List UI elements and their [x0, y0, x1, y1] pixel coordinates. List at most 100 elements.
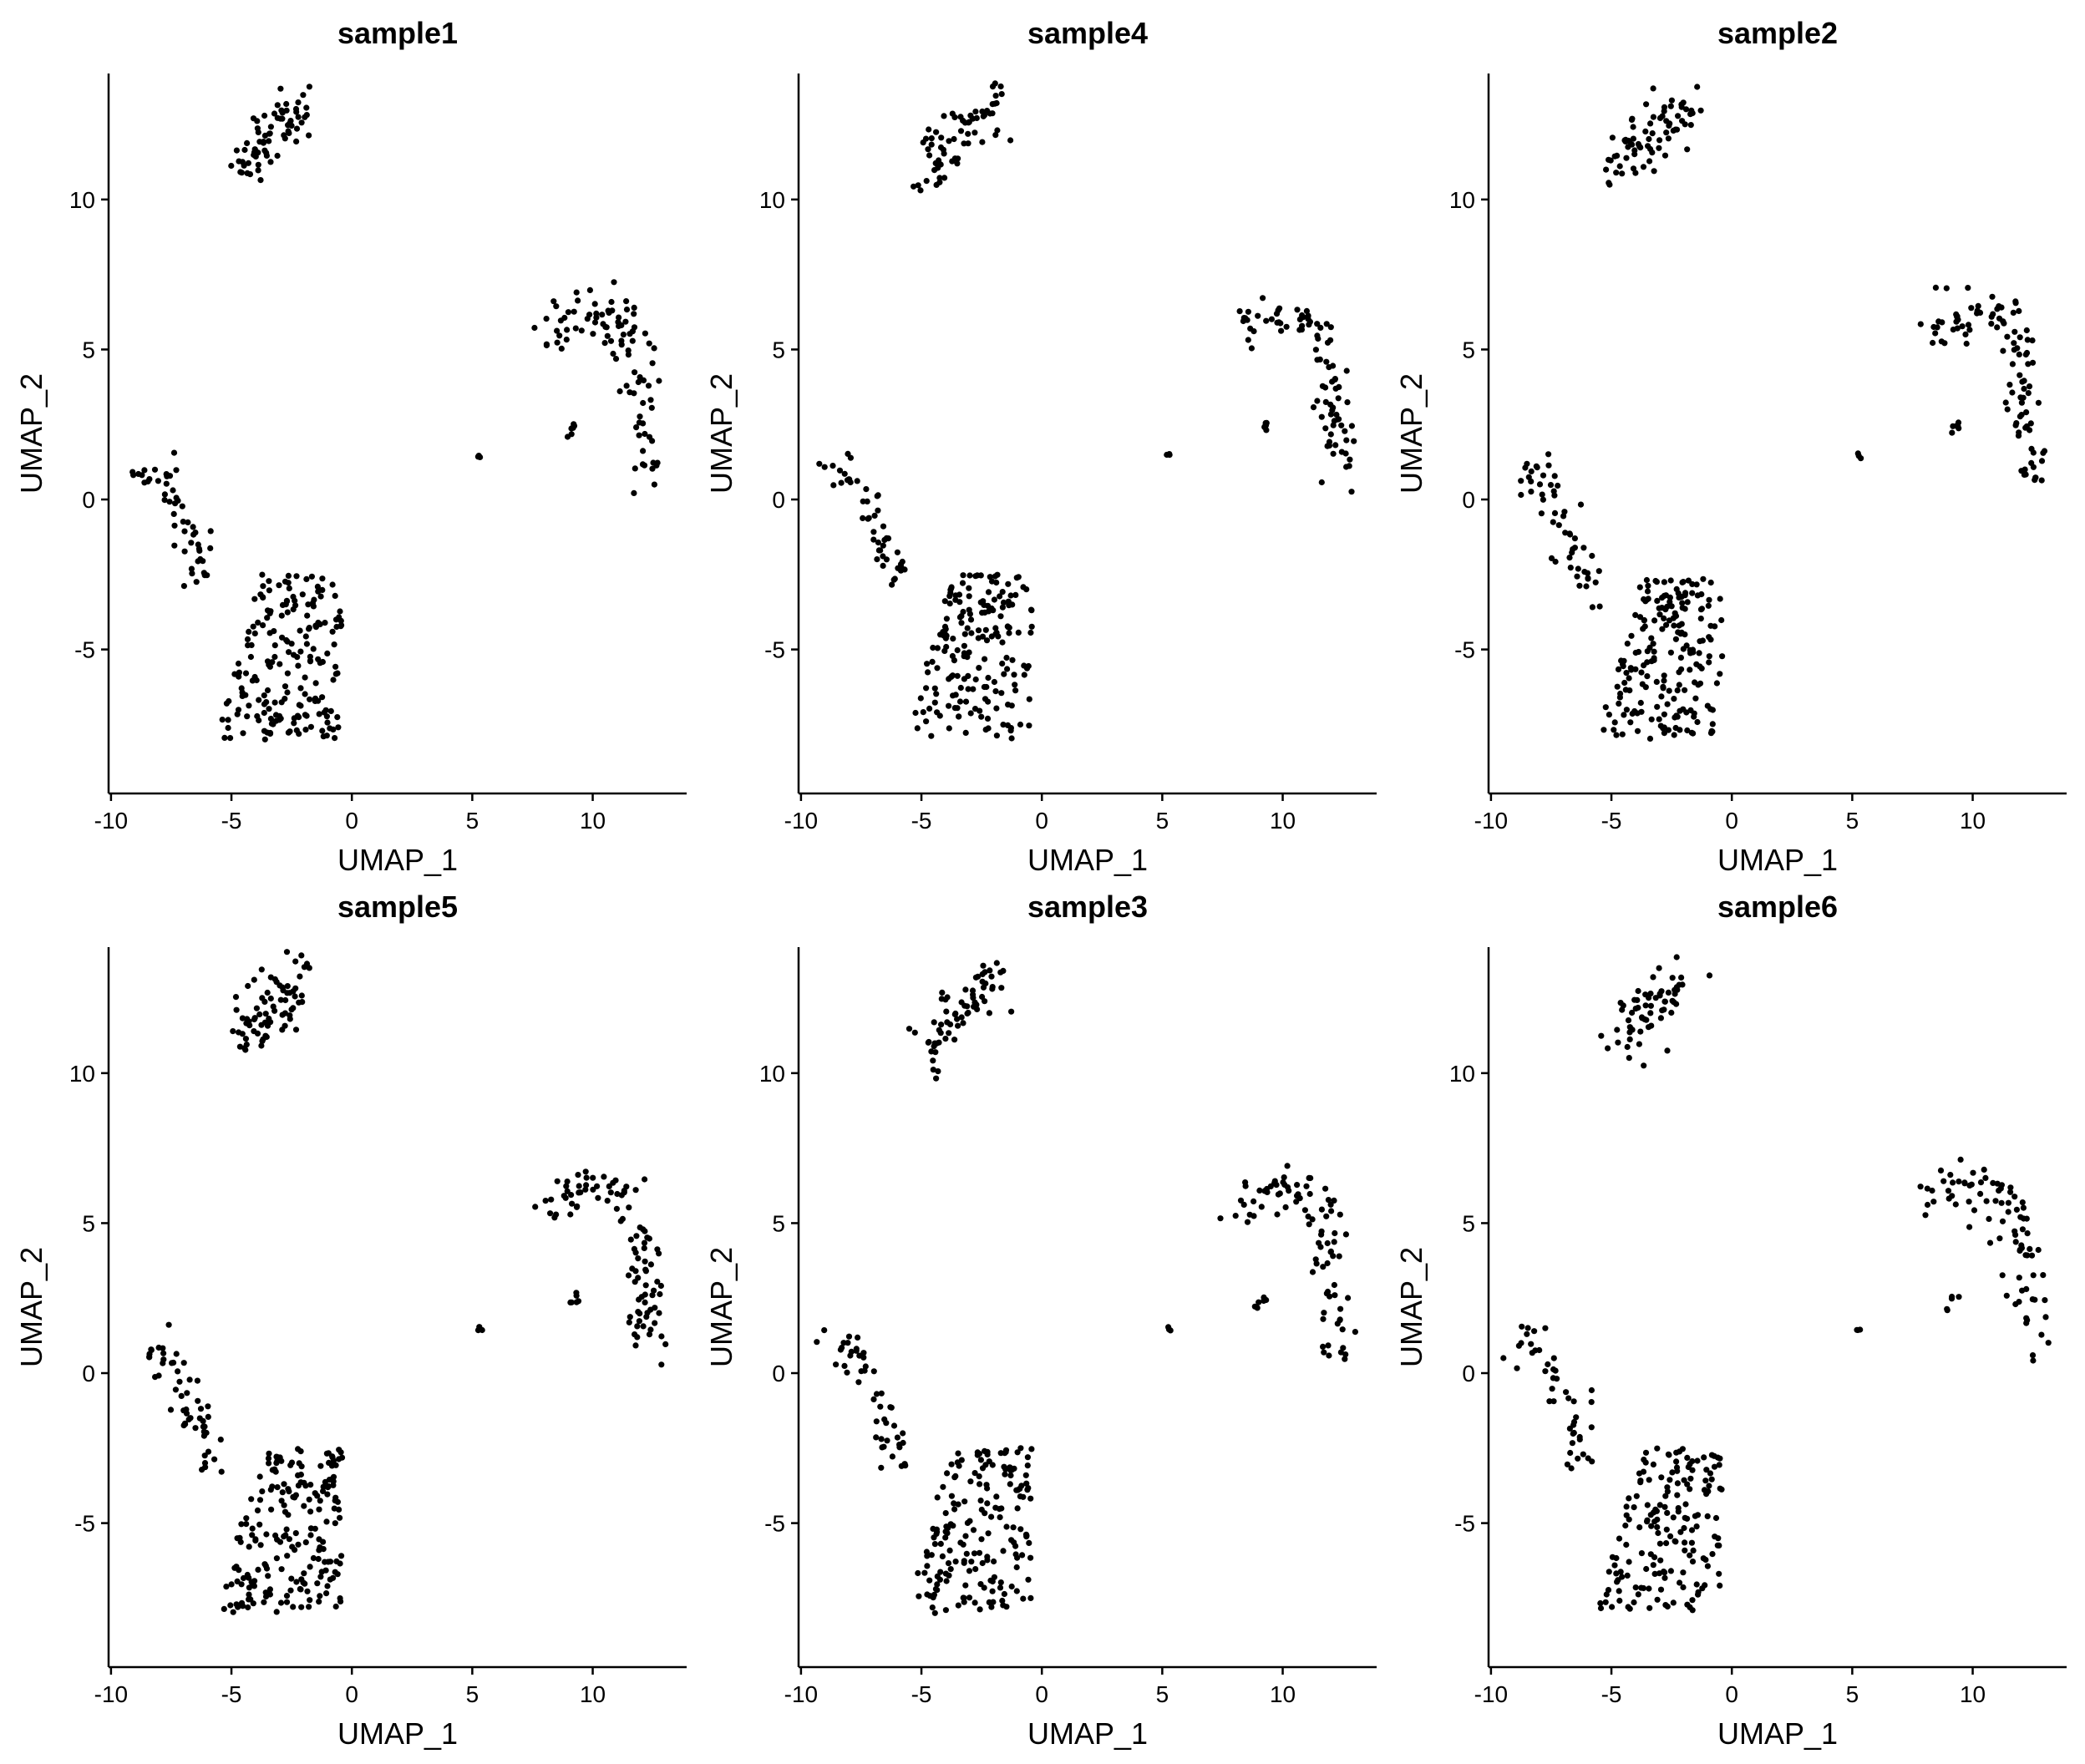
point	[1619, 1574, 1626, 1580]
point	[2035, 399, 2042, 406]
point	[1237, 1197, 1245, 1204]
point	[860, 498, 866, 504]
point	[1306, 322, 1312, 328]
point	[1026, 1539, 1032, 1546]
point	[284, 689, 291, 696]
point	[1957, 1156, 1964, 1163]
point	[954, 646, 961, 654]
point	[1615, 1039, 1621, 1046]
point	[1025, 1485, 1032, 1492]
point	[1642, 991, 1649, 998]
point	[582, 1168, 589, 1175]
point	[954, 1016, 961, 1022]
point	[1245, 308, 1251, 315]
point	[282, 996, 289, 1004]
point	[1583, 583, 1590, 590]
point	[946, 702, 952, 709]
panel-title: sample2	[1717, 16, 1838, 50]
point	[303, 104, 310, 111]
point	[1627, 719, 1634, 726]
point	[2029, 359, 2037, 366]
point	[586, 286, 594, 293]
x-tick-label: -5	[911, 1681, 932, 1707]
point	[327, 707, 334, 715]
point	[325, 1450, 332, 1457]
point	[1677, 1528, 1684, 1535]
point	[1654, 1596, 1661, 1603]
y-axis-label: UMAP_2	[1394, 373, 1428, 494]
point	[1642, 1459, 1649, 1466]
point	[997, 613, 1004, 620]
point	[1303, 1183, 1310, 1189]
point	[1613, 170, 1620, 176]
point	[1646, 135, 1652, 143]
point	[1632, 611, 1639, 619]
point	[1611, 727, 1617, 733]
point	[1260, 295, 1266, 302]
point	[2016, 307, 2022, 314]
point	[950, 1523, 956, 1529]
point	[855, 1379, 862, 1386]
point	[988, 973, 995, 980]
point	[1857, 1326, 1864, 1333]
point	[221, 734, 228, 742]
point	[1932, 284, 1939, 291]
point	[1346, 463, 1352, 469]
point	[962, 1533, 969, 1539]
point	[1562, 530, 1569, 536]
point	[999, 660, 1006, 667]
point	[623, 307, 631, 313]
point	[1634, 727, 1641, 734]
point	[840, 1340, 847, 1346]
point	[935, 1068, 941, 1075]
point	[299, 591, 306, 598]
point	[1624, 641, 1631, 647]
point	[1240, 1201, 1247, 1208]
point	[642, 330, 649, 337]
point	[1693, 581, 1700, 588]
point	[277, 85, 284, 92]
x-tick-label: 10	[580, 1681, 606, 1707]
point	[1320, 1343, 1327, 1350]
point	[1682, 631, 1688, 638]
point	[295, 1541, 302, 1548]
point	[2013, 1206, 2020, 1213]
point	[992, 132, 999, 139]
point	[926, 1577, 933, 1584]
point	[1687, 1604, 1693, 1610]
point	[1661, 615, 1667, 622]
point	[844, 1369, 850, 1376]
point	[934, 709, 941, 716]
point	[1677, 707, 1683, 714]
point	[238, 1599, 246, 1606]
point	[1661, 104, 1668, 110]
point	[991, 678, 997, 686]
point	[999, 1597, 1006, 1604]
point	[1008, 735, 1015, 742]
point	[1567, 531, 1574, 538]
point	[2020, 1215, 2027, 1222]
point	[1661, 724, 1667, 731]
point	[201, 1460, 209, 1467]
point	[262, 1563, 269, 1569]
point	[941, 113, 947, 119]
point	[1636, 1524, 1643, 1531]
point	[332, 1498, 338, 1504]
point	[998, 690, 1005, 697]
point	[623, 298, 630, 305]
point	[266, 706, 272, 712]
panel-title: sample5	[337, 890, 458, 924]
point	[814, 1339, 820, 1346]
point	[290, 1005, 297, 1011]
point	[863, 486, 870, 493]
point	[165, 1321, 172, 1328]
point	[1950, 1179, 1956, 1186]
point	[265, 1455, 272, 1462]
point	[1242, 1179, 1249, 1186]
point	[303, 575, 310, 583]
point	[1679, 118, 1686, 124]
point	[1603, 1591, 1610, 1598]
point	[1996, 1235, 2003, 1242]
point	[248, 641, 255, 649]
point	[1574, 573, 1580, 580]
